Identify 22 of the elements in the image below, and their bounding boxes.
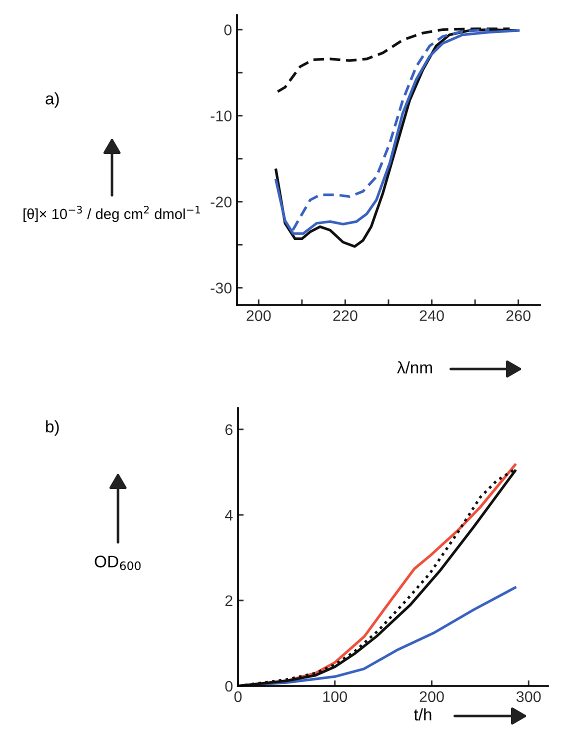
y-tick-label: 0 (225, 680, 233, 692)
x-tick-label: 200 (420, 691, 444, 702)
text: a) (46, 92, 59, 108)
y-tick-label: -30 (210, 282, 232, 294)
y-tick-label: 2 (225, 595, 232, 606)
text: b) (46, 420, 59, 436)
y-tick-label: -20 (210, 196, 232, 208)
x-tick-label: 200 (246, 310, 271, 322)
y-axis-title: OD$_{600}$ (94, 556, 141, 570)
y-tick-label: 0 (224, 24, 232, 36)
x-axis-title: λ/nm (397, 361, 432, 374)
x-tick-label: 220 (333, 310, 358, 322)
y-tick-label: -10 (210, 110, 232, 122)
y-tick-label: 4 (224, 510, 233, 520)
x-tick-label: 240 (420, 310, 444, 322)
x-tick-label: 0 (234, 691, 242, 702)
y-axis-title: [θ]× 10$^{−3}$ / deg cm$^{2}$ dmol$^{−1}$ (24, 206, 200, 222)
x-tick-label: 100 (323, 691, 348, 702)
x-axis-title: t/h (414, 708, 432, 720)
y-tick-label: 6 (225, 424, 232, 436)
x-tick-label: 260 (506, 310, 531, 322)
x-tick-label: 300 (516, 691, 541, 702)
